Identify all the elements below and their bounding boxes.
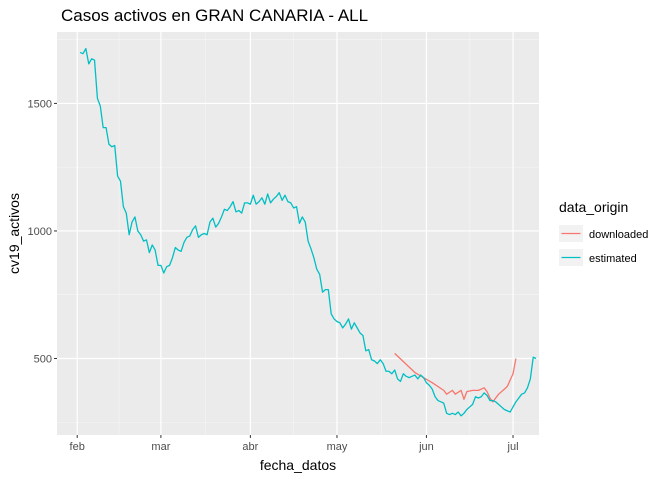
legend-label-downloaded: downloaded xyxy=(589,229,648,241)
y-tick-label: 1000 xyxy=(28,226,52,238)
series-lines xyxy=(79,47,537,417)
y-axis-title: cv19_activos xyxy=(6,193,22,274)
x-tick-label: jul xyxy=(507,441,519,453)
series-line-downloaded xyxy=(394,352,517,403)
chart-title: Casos activos en GRAN CANARIA - ALL xyxy=(61,6,368,25)
y-tick-label: 500 xyxy=(34,353,52,365)
series-line-estimated xyxy=(79,47,537,417)
x-tick-label: mar xyxy=(151,441,170,453)
x-tick-label: feb xyxy=(70,441,85,453)
x-axis: feb mar abr may jun jul xyxy=(70,435,519,453)
plot-background xyxy=(57,32,539,435)
legend-items: downloaded estimated xyxy=(559,225,648,266)
x-tick-label: abr xyxy=(242,441,258,453)
legend: data_origin downloaded estimated xyxy=(559,199,648,266)
legend-title: data_origin xyxy=(559,199,628,215)
x-axis-title: fecha_datos xyxy=(260,457,336,473)
plot-panel xyxy=(57,32,539,435)
legend-label-estimated: estimated xyxy=(589,253,637,265)
y-tick-label: 1500 xyxy=(28,98,52,110)
y-axis: 500 1000 1500 xyxy=(28,98,57,365)
x-tick-label: jun xyxy=(418,441,434,453)
x-tick-label: may xyxy=(327,441,348,453)
